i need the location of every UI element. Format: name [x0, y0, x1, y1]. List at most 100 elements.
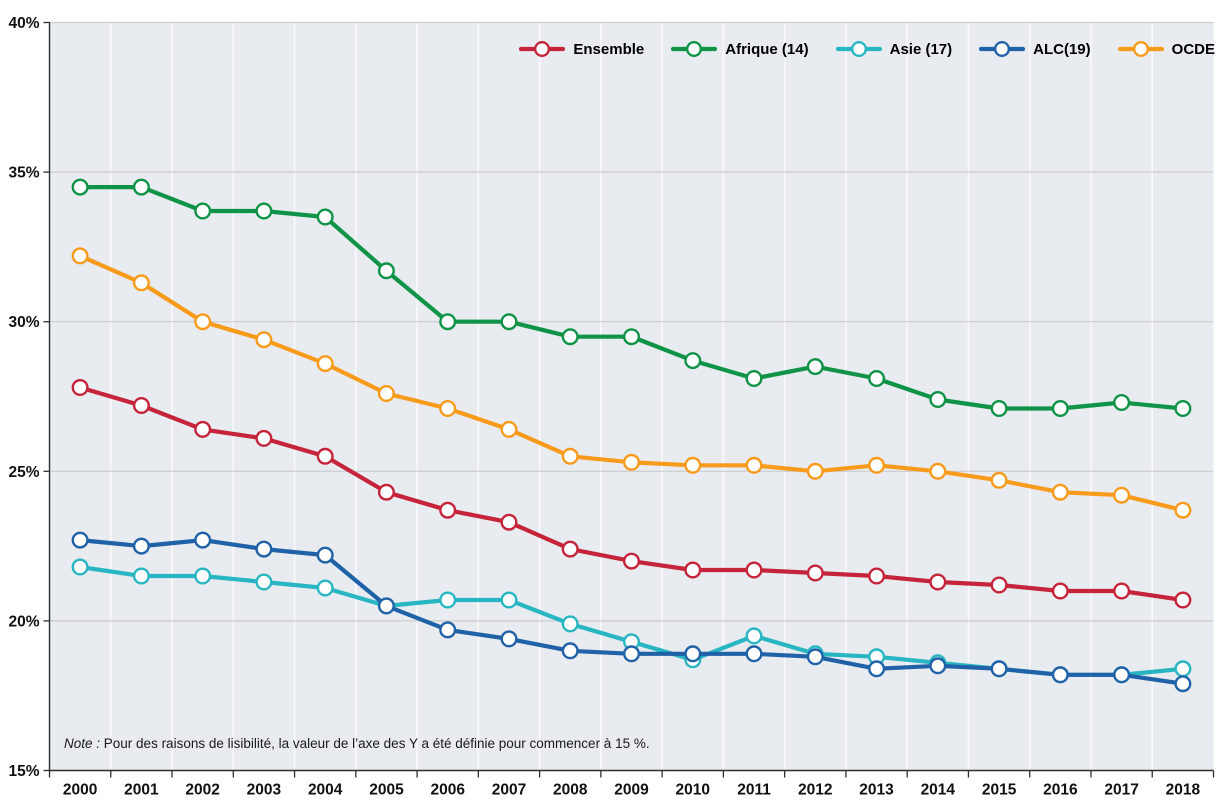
chart-legend: Ensemble Afrique (14) Asie (17) ALC(19) OCDE — [519, 40, 1215, 58]
legend-marker-ensemble — [519, 40, 566, 58]
data-point-asie-17-2000 — [71, 558, 89, 576]
data-point-afrique-14-2004 — [316, 208, 334, 226]
x-tick-label: 2010 — [676, 782, 710, 799]
data-point-ensemble-2000 — [71, 379, 89, 397]
data-point-alc-19-2011 — [745, 645, 763, 663]
x-tick-label: 2001 — [124, 782, 159, 799]
note-text: Pour des raisons de lisibilité, la valeu… — [100, 736, 650, 751]
y-tick-label: 40% — [8, 15, 39, 32]
data-point-alc-19-2003 — [255, 540, 273, 558]
data-point-ocde-2013 — [868, 456, 886, 474]
legend-item-alc-19[interactable]: ALC(19) — [979, 40, 1091, 58]
data-point-ensemble-2010 — [684, 561, 702, 579]
data-point-ensemble-2002 — [194, 420, 212, 438]
data-point-afrique-14-2010 — [684, 352, 702, 370]
data-point-ensemble-2006 — [439, 501, 457, 519]
data-point-ocde-2005 — [377, 385, 395, 403]
x-tick-label: 2004 — [308, 782, 343, 799]
legend-label-asie-17: Asie (17) — [889, 40, 953, 58]
legend-label-ocde: OCDE — [1171, 40, 1215, 58]
data-point-afrique-14-2015 — [990, 400, 1008, 418]
data-point-asie-17-2002 — [194, 567, 212, 585]
data-point-ensemble-2014 — [929, 573, 947, 591]
legend-item-ocde[interactable]: OCDE — [1117, 40, 1215, 58]
data-point-afrique-14-2013 — [868, 370, 886, 388]
x-tick-label: 2015 — [982, 782, 1017, 799]
data-point-ensemble-2005 — [377, 483, 395, 501]
data-point-ensemble-2003 — [255, 429, 273, 447]
data-point-asie-17-2007 — [500, 591, 518, 609]
y-tick-label: 15% — [8, 763, 39, 780]
data-point-asie-17-2003 — [255, 573, 273, 591]
data-point-alc-19-2010 — [684, 645, 702, 663]
legend-label-ensemble: Ensemble — [573, 40, 645, 58]
data-point-afrique-14-2002 — [194, 202, 212, 220]
data-point-ocde-2016 — [1051, 483, 1069, 501]
data-point-asie-17-2004 — [316, 579, 334, 597]
data-point-afrique-14-2007 — [500, 313, 518, 331]
note-prefix: Note : — [64, 736, 101, 751]
data-point-ensemble-2013 — [868, 567, 886, 585]
data-point-afrique-14-2006 — [439, 313, 457, 331]
data-point-ocde-2012 — [806, 462, 824, 480]
data-point-ocde-2004 — [316, 355, 334, 373]
legend-marker-ocde — [1117, 40, 1164, 58]
data-point-ensemble-2004 — [316, 447, 334, 465]
y-tick-label: 35% — [8, 165, 39, 182]
data-point-alc-19-2004 — [316, 546, 334, 564]
data-point-alc-19-2001 — [132, 537, 150, 555]
x-tick-label: 2016 — [1043, 782, 1078, 799]
x-tick-label: 2002 — [185, 782, 219, 799]
data-point-alc-19-2018 — [1174, 675, 1192, 693]
data-point-alc-19-2013 — [868, 660, 886, 678]
legend-marker-afrique-14 — [671, 40, 718, 58]
legend-item-ensemble[interactable]: Ensemble — [519, 40, 644, 58]
legend-label-afrique-14: Afrique (14) — [725, 40, 809, 58]
x-tick-label: 2014 — [921, 782, 956, 799]
data-point-asie-17-2008 — [561, 615, 579, 633]
data-point-ocde-2008 — [561, 447, 579, 465]
data-point-afrique-14-2011 — [745, 370, 763, 388]
y-tick-label: 30% — [8, 314, 39, 331]
data-point-ensemble-2007 — [500, 513, 518, 531]
data-point-ocde-2003 — [255, 331, 273, 349]
legend-marker-asie-17 — [835, 40, 882, 58]
legend-item-asie-17[interactable]: Asie (17) — [835, 40, 953, 58]
x-tick-label: 2013 — [859, 782, 894, 799]
x-tick-label: 2005 — [369, 782, 404, 799]
data-point-ensemble-2015 — [990, 576, 1008, 594]
data-point-alc-19-2008 — [561, 642, 579, 660]
data-point-ensemble-2017 — [1113, 582, 1131, 600]
data-point-ensemble-2012 — [806, 564, 824, 582]
data-point-ocde-2018 — [1174, 501, 1192, 519]
data-point-afrique-14-2018 — [1174, 400, 1192, 418]
legend-item-afrique-14[interactable]: Afrique (14) — [671, 40, 809, 58]
x-tick-label: 2009 — [614, 782, 649, 799]
data-point-afrique-14-2005 — [377, 262, 395, 280]
x-tick-label: 2000 — [63, 782, 97, 799]
data-point-ocde-2006 — [439, 400, 457, 418]
data-point-afrique-14-2001 — [132, 178, 150, 196]
data-point-afrique-14-2003 — [255, 202, 273, 220]
data-point-ocde-2017 — [1113, 486, 1131, 504]
x-tick-label: 2011 — [737, 782, 771, 799]
data-point-alc-19-2014 — [929, 657, 947, 675]
data-point-asie-17-2006 — [439, 591, 457, 609]
data-point-ocde-2014 — [929, 462, 947, 480]
x-tick-label: 2006 — [430, 782, 465, 799]
data-point-alc-19-2002 — [194, 531, 212, 549]
data-point-afrique-14-2000 — [71, 178, 89, 196]
legend-label-alc-19: ALC(19) — [1033, 40, 1091, 58]
data-point-alc-19-2000 — [71, 531, 89, 549]
data-point-ocde-2001 — [132, 274, 150, 292]
data-point-ensemble-2018 — [1174, 591, 1192, 609]
data-point-alc-19-2009 — [623, 645, 641, 663]
x-tick-label: 2012 — [798, 782, 832, 799]
data-point-alc-19-2006 — [439, 621, 457, 639]
x-tick-label: 2003 — [247, 782, 282, 799]
data-point-alc-19-2005 — [377, 597, 395, 615]
data-point-ensemble-2011 — [745, 561, 763, 579]
data-point-asie-17-2011 — [745, 627, 763, 645]
